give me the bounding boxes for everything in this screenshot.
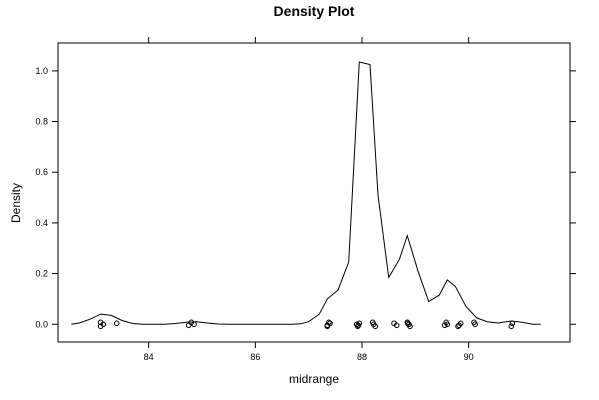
rug-point bbox=[393, 322, 400, 329]
plot-frame bbox=[57, 42, 571, 343]
y-tick-label: 0.6 bbox=[35, 167, 48, 177]
y-axis-label: Density bbox=[9, 183, 23, 223]
y-tick-label: 0.4 bbox=[35, 218, 48, 228]
chart-title: Density Plot bbox=[274, 3, 355, 19]
rug-point bbox=[405, 320, 411, 327]
x-tick-label: 86 bbox=[250, 352, 260, 362]
x-tick-label: 88 bbox=[357, 352, 367, 362]
rug-point bbox=[372, 323, 379, 330]
rug-point bbox=[97, 323, 104, 330]
y-tick-label: 1.0 bbox=[35, 66, 48, 76]
rug-point bbox=[326, 319, 332, 326]
rug-point bbox=[185, 322, 192, 329]
rug-point bbox=[113, 320, 120, 327]
x-tick-label: 90 bbox=[464, 352, 474, 362]
x-axis-label: midrange bbox=[289, 372, 339, 386]
y-tick-label: 0.8 bbox=[35, 117, 48, 127]
rug-point bbox=[508, 323, 515, 330]
rug-point bbox=[355, 322, 362, 329]
y-tick-label: 0.0 bbox=[35, 319, 48, 329]
x-tick-label: 84 bbox=[144, 352, 154, 362]
y-tick-label: 0.2 bbox=[35, 269, 48, 279]
axes: 84 86 88 90 0.0 0.2 0.4 0.6 0.8 1.0 bbox=[35, 37, 576, 362]
rug-point bbox=[456, 322, 462, 329]
rug-point bbox=[441, 322, 448, 329]
rug-point bbox=[324, 322, 331, 329]
density-curve bbox=[71, 61, 541, 325]
rug-point bbox=[472, 321, 478, 328]
rug-point bbox=[444, 321, 451, 328]
